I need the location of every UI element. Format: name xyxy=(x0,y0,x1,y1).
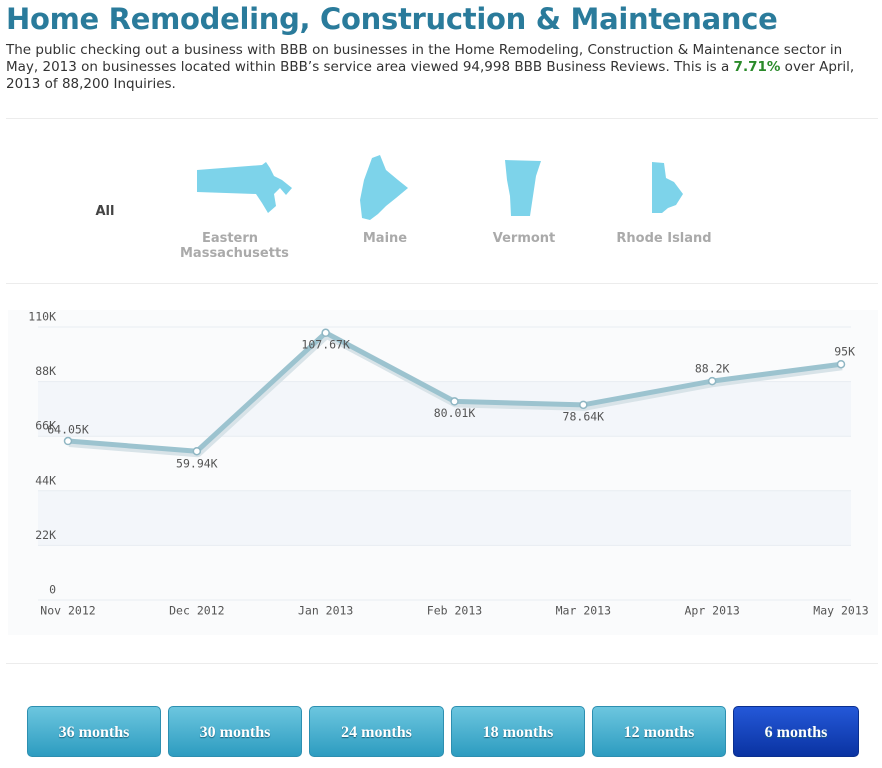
separator xyxy=(6,118,878,119)
description: The public checking out a business with … xyxy=(6,42,866,93)
value-label: 95K xyxy=(834,345,855,359)
range-button[interactable]: 36 months xyxy=(27,706,161,757)
point xyxy=(192,446,202,456)
separator xyxy=(6,283,878,284)
description-text: over April, 2013 of 88,200 Inquiries. xyxy=(6,59,855,92)
range-button[interactable]: 24 months xyxy=(309,706,444,757)
x-tick-label: May 2013 xyxy=(813,604,868,618)
value-label: 107.67K xyxy=(301,337,350,351)
value-label: 64.05K xyxy=(47,423,89,437)
separator xyxy=(6,663,878,664)
region-maps xyxy=(197,155,683,220)
region-label[interactable]: Rhode Island xyxy=(616,231,712,246)
chart-background xyxy=(8,310,878,635)
region-label[interactable]: Vermont xyxy=(492,231,556,246)
y-tick-label: 22K xyxy=(35,528,56,542)
description-text: The public checking out a business with … xyxy=(6,42,843,75)
chart: 0 22K 44K 66K 88K 110K Nov 2012 Dec 2012 Jan 201… xyxy=(8,310,878,635)
map-rhode-island[interactable] xyxy=(652,162,683,213)
y-tick-label: 66K xyxy=(35,419,56,433)
point xyxy=(321,328,330,338)
point xyxy=(707,376,717,386)
percent-change: 7.71% xyxy=(733,59,781,75)
range-button[interactable]: 30 months xyxy=(168,706,302,757)
map-massachusetts[interactable] xyxy=(197,162,292,213)
x-tick-label: Dec 2012 xyxy=(169,604,224,618)
region-label[interactable]: Eastern Massachusetts xyxy=(180,231,289,261)
value-label: 78.64K xyxy=(563,409,605,423)
y-tick-label: 88K xyxy=(35,364,56,378)
region-label[interactable]: Maine xyxy=(362,231,408,246)
region-all[interactable]: All xyxy=(95,204,115,219)
x-tick-label: Mar 2013 xyxy=(556,604,611,618)
y-tick-label: 0 xyxy=(49,583,56,597)
value-label: 59.94K xyxy=(176,457,218,471)
map-vermont[interactable] xyxy=(505,160,541,216)
grid-band xyxy=(38,490,851,546)
map-maine[interactable] xyxy=(360,155,408,220)
point xyxy=(836,359,846,369)
range-button[interactable]: 18 months xyxy=(451,706,585,757)
value-label: 80.01K xyxy=(434,406,476,420)
range-button[interactable]: 6 months xyxy=(733,706,859,757)
range-button[interactable]: 12 months xyxy=(592,706,726,757)
point xyxy=(579,400,588,410)
y-tick-label: 110K xyxy=(28,310,56,324)
x-tick-label: Feb 2013 xyxy=(427,604,482,618)
point xyxy=(63,436,73,446)
x-tick-label: Nov 2012 xyxy=(40,604,95,618)
point xyxy=(450,397,459,406)
grid-band xyxy=(38,381,851,437)
value-label: 88.2K xyxy=(695,362,730,376)
y-tick-label: 44K xyxy=(35,473,56,487)
x-tick-label: Jan 2013 xyxy=(298,604,353,618)
page-title: Home Remodeling, Construction & Maintena… xyxy=(6,2,778,36)
x-tick-label: Apr 2013 xyxy=(684,604,739,618)
